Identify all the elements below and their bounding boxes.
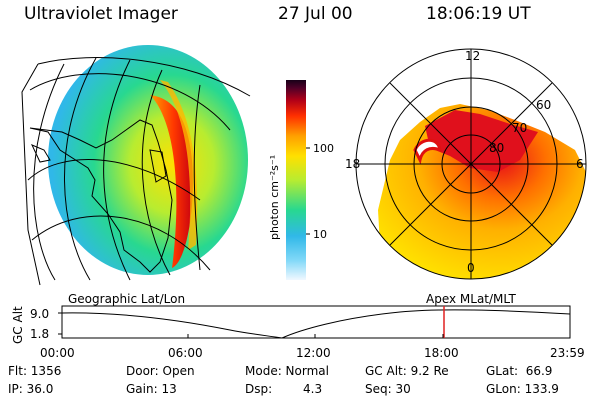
info-dsp-value: 4.3	[303, 382, 323, 396]
mlt-label-18: 18	[345, 157, 360, 171]
info-glat: GLat: 66.9	[486, 364, 553, 378]
lat-lon-grid	[21, 57, 251, 286]
apex-projection-label: Apex MLat/MLT	[426, 292, 516, 306]
geographic-projection-label: Geographic Lat/Lon	[68, 292, 186, 306]
mlt-label-0: 0	[467, 261, 475, 275]
info-flt: Flt: 1356	[8, 364, 62, 378]
altitude-ytick-9: 9.0	[30, 307, 49, 321]
mlt-label-6: 6	[576, 157, 584, 171]
colorbar-unit-label: photon cm⁻²s⁻¹	[268, 155, 281, 240]
altitude-ylabel: GC Alt	[11, 306, 25, 344]
altitude-curve	[61, 309, 571, 339]
mlt-label-12: 12	[465, 49, 480, 63]
xtick-2359: 23:59	[550, 346, 585, 360]
info-gain: Gain: 13	[126, 382, 177, 396]
mlat-label-60: 60	[536, 98, 551, 112]
xtick-0000: 00:00	[40, 346, 75, 360]
altitude-plot: GC Alt 9.0 1.8	[11, 305, 571, 344]
polar-plot: 12 18 6 0 60 70 80	[345, 48, 587, 280]
altitude-ytick-1-8: 1.8	[30, 327, 49, 341]
info-glon: GLon: 133.9	[486, 382, 559, 396]
info-dsp-label: Dsp:	[245, 382, 273, 396]
colorbar	[286, 80, 306, 280]
geographic-image	[21, 45, 251, 286]
xtick-1800: 18:00	[424, 346, 459, 360]
colorbar-tick-100: 100	[313, 142, 334, 155]
app-title: Ultraviolet Imager	[24, 4, 178, 24]
info-door: Door: Open	[126, 364, 195, 378]
info-seq: Seq: 30	[365, 382, 411, 396]
mlat-label-80: 80	[489, 141, 504, 155]
coastline-outline	[29, 119, 173, 273]
colorbar-tick-10: 10	[313, 228, 327, 241]
info-gc-alt: GC Alt: 9.2 Re	[365, 364, 449, 378]
info-ip: IP: 36.0	[8, 382, 54, 396]
info-mode: Mode: Normal	[245, 364, 329, 378]
xtick-1200: 12:00	[296, 346, 331, 360]
time-label: 18:06:19 UT	[426, 4, 531, 24]
xtick-0600: 06:00	[168, 346, 203, 360]
mlat-label-70: 70	[512, 121, 527, 135]
date-label: 27 Jul 00	[278, 4, 353, 24]
